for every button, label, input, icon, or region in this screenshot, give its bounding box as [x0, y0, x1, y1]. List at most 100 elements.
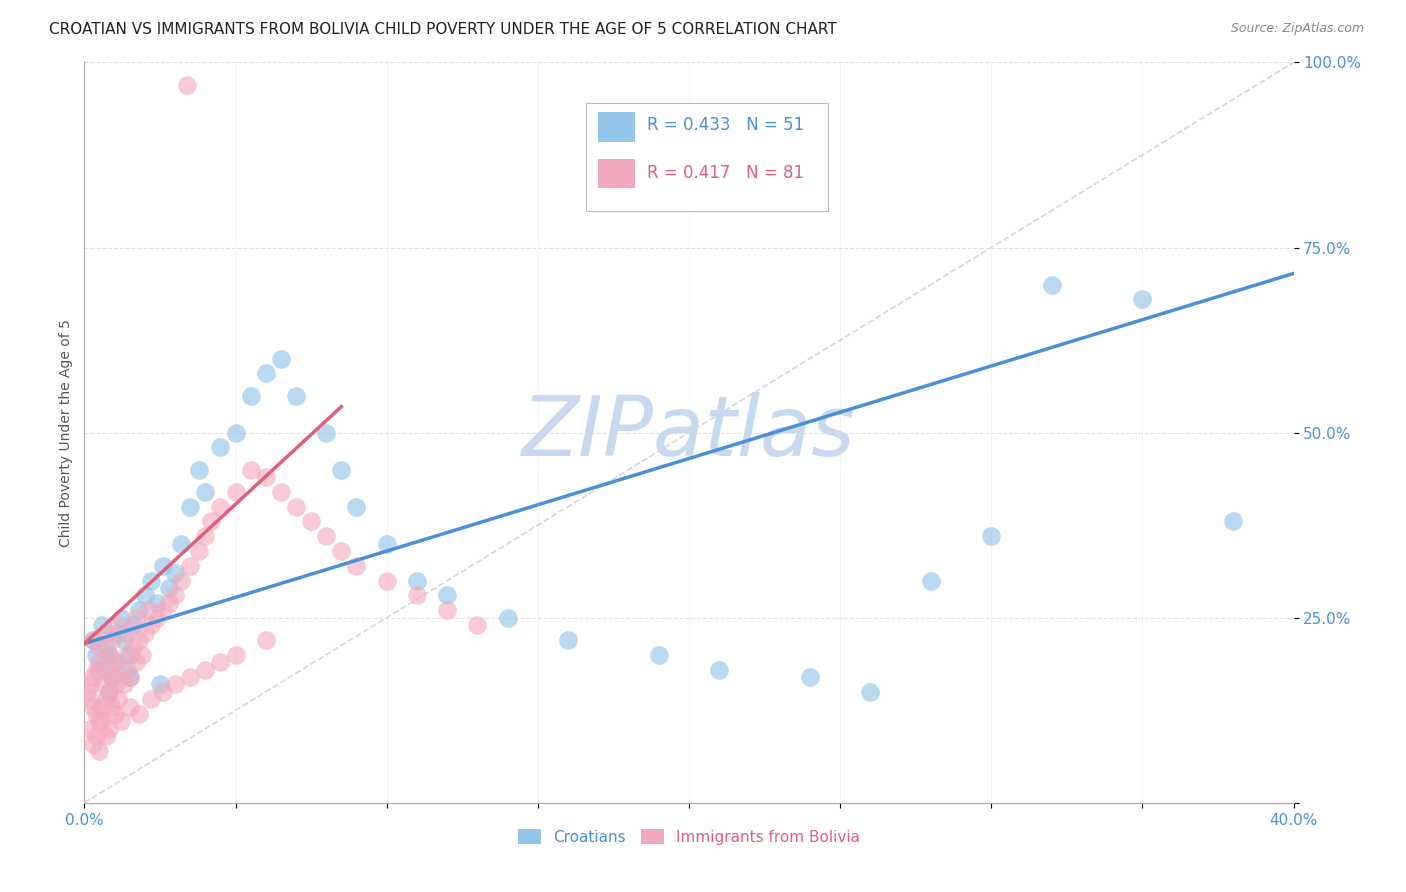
Point	[179, 558, 201, 573]
Point	[149, 677, 172, 691]
Y-axis label: Child Poverty Under the Age of 5: Child Poverty Under the Age of 5	[59, 318, 73, 547]
Point	[121, 618, 143, 632]
Point	[209, 655, 232, 669]
Point	[100, 670, 122, 684]
Point	[157, 581, 180, 595]
Point	[194, 529, 217, 543]
Point	[82, 632, 104, 647]
Point	[152, 685, 174, 699]
Point	[104, 655, 127, 669]
Point	[1222, 515, 1244, 529]
Point	[496, 610, 519, 624]
Point	[100, 632, 122, 647]
Point	[89, 744, 111, 758]
Point	[94, 625, 117, 640]
Point	[157, 596, 180, 610]
Point	[91, 618, 114, 632]
Point	[115, 663, 138, 677]
Point	[254, 367, 277, 381]
Point	[112, 632, 135, 647]
Point	[89, 663, 111, 677]
Point	[79, 677, 101, 691]
Point	[128, 603, 150, 617]
Point	[254, 632, 277, 647]
Point	[859, 685, 882, 699]
Point	[89, 714, 111, 729]
Point	[104, 677, 127, 691]
Point	[97, 722, 120, 736]
Point	[86, 706, 108, 721]
Point	[107, 625, 129, 640]
Point	[86, 729, 108, 743]
Point	[76, 685, 98, 699]
Point	[107, 618, 129, 632]
Text: CROATIAN VS IMMIGRANTS FROM BOLIVIA CHILD POVERTY UNDER THE AGE OF 5 CORRELATION: CROATIAN VS IMMIGRANTS FROM BOLIVIA CHIL…	[49, 22, 837, 37]
Point	[165, 566, 187, 581]
Point	[285, 388, 308, 402]
Point	[134, 625, 156, 640]
Point	[94, 663, 117, 677]
Point	[97, 648, 120, 662]
Point	[165, 589, 187, 603]
Legend: Croatians, Immigrants from Bolivia: Croatians, Immigrants from Bolivia	[512, 822, 866, 851]
Point	[115, 648, 138, 662]
Point	[346, 558, 368, 573]
Point	[110, 663, 132, 677]
Point	[285, 500, 308, 514]
Point	[709, 663, 731, 677]
Point	[82, 737, 104, 751]
Point	[980, 529, 1002, 543]
Point	[125, 610, 148, 624]
Point	[315, 529, 337, 543]
Point	[557, 632, 579, 647]
Bar	[599, 159, 634, 188]
Point	[1130, 293, 1153, 307]
Point	[136, 603, 159, 617]
Point	[115, 625, 138, 640]
Point	[270, 484, 292, 499]
Point	[194, 484, 217, 499]
Point	[152, 558, 174, 573]
Point	[406, 589, 429, 603]
Point	[179, 500, 201, 514]
Point	[94, 729, 117, 743]
Point	[82, 699, 104, 714]
Point	[121, 640, 143, 655]
Text: ZIPatlas: ZIPatlas	[522, 392, 856, 473]
Point	[110, 610, 132, 624]
Point	[139, 618, 162, 632]
Point	[209, 500, 232, 514]
Point	[152, 603, 174, 617]
Point	[112, 677, 135, 691]
Point	[648, 648, 671, 662]
Point	[128, 706, 150, 721]
Point	[1040, 277, 1063, 292]
Point	[97, 648, 120, 662]
Point	[194, 663, 217, 677]
Point	[467, 618, 489, 632]
Point	[82, 670, 104, 684]
Point	[125, 655, 148, 669]
Point	[79, 722, 101, 736]
Point	[225, 484, 247, 499]
Point	[330, 544, 353, 558]
Text: R = 0.417   N = 81: R = 0.417 N = 81	[647, 164, 804, 183]
Point	[131, 648, 153, 662]
Point	[118, 648, 141, 662]
Point	[375, 574, 398, 588]
Point	[91, 699, 114, 714]
Point	[165, 677, 187, 691]
Bar	[599, 112, 634, 142]
Text: Source: ZipAtlas.com: Source: ZipAtlas.com	[1230, 22, 1364, 36]
Point	[94, 640, 117, 655]
Point	[179, 670, 201, 684]
Point	[118, 670, 141, 684]
Point	[97, 685, 120, 699]
Point	[225, 425, 247, 440]
Point	[100, 670, 122, 684]
Point	[107, 692, 129, 706]
Point	[91, 677, 114, 691]
Point	[139, 692, 162, 706]
Point	[104, 655, 127, 669]
Point	[89, 640, 111, 655]
